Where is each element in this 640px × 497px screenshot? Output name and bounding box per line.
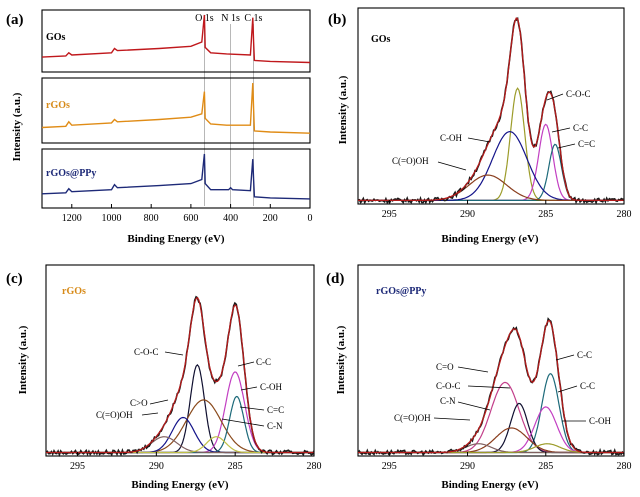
panel-c-label-c-n: C-N (267, 421, 283, 431)
panel-b-label-c-eq-c: C=C (578, 139, 595, 149)
panel-b-tick-label: 290 (460, 209, 475, 220)
panel-d-tick-label: 285 (538, 461, 553, 472)
panel-c-tick-label: 290 (149, 461, 164, 472)
panel-b-tick-label: 280 (617, 209, 632, 220)
panel-c-tick-label: 295 (70, 461, 85, 472)
panel-a-letter: (a) (6, 12, 24, 28)
panel-b-label-cooh: C(=O)OH (392, 156, 429, 166)
panel-a-tick-label: 800 (144, 213, 159, 224)
panel-b-ylabel: Intensity (a.u.) (337, 75, 349, 144)
panel-d-label-c-o-c: C-O-C (436, 381, 461, 391)
panel-b: (b) Intensity (a.u.) GOs 295 290 285 280 Bi… (328, 7, 632, 245)
panel-d-label-c-oh: C-OH (589, 416, 611, 426)
panel-b-component-curve (358, 174, 624, 201)
panel-b-frame (357, 7, 625, 205)
panel-a-label-gos: GOs (46, 32, 66, 43)
panel-a-series (41, 14, 311, 200)
panel-c-label-c-eq-c: C=C (267, 405, 284, 415)
panel-a-subframe-rgos-ppy (41, 148, 311, 209)
panel-b-label-c-o-c: C-O-C (566, 89, 591, 99)
panel-c-label-c-o-c: C-O-C (134, 347, 159, 357)
panel-a-ylabel: Intensity (a.u.) (11, 92, 23, 161)
panel-c-label-cooh: C(=O)OH (96, 410, 133, 420)
panel-c-title: rGOs (62, 286, 86, 297)
panel-a-tick-label: 0 (308, 213, 313, 224)
panel-a-tick-label: 200 (263, 213, 278, 224)
panel-b-tick-label: 295 (382, 209, 397, 220)
panel-c-label-c-gt-o: C>O (130, 398, 148, 408)
panel-d-label-cooh: C(=O)OH (394, 413, 431, 423)
panel-c-plot (45, 295, 315, 458)
panel-d-ylabel: Intensity (a.u.) (335, 325, 347, 394)
panel-a-subframe-gos (41, 9, 311, 73)
panel-b-label-c-oh: C-OH (440, 133, 462, 143)
panel-d-annotations: C=O C-C C-O-C C-C C-N C(=O)OH C-OH (394, 350, 611, 426)
panel-d-tick-label: 280 (617, 461, 632, 472)
panel-b-annotations: C-O-C C-C C=C C-OH C(=O)OH (392, 89, 595, 171)
panel-d-label-c-n: C-N (440, 396, 456, 406)
panel-d: (d) Intensity (a.u.) rGOs@PPy 295 290 285 2… (326, 264, 632, 491)
panel-c-xlabel: Binding Energy (eV) (131, 479, 229, 491)
panel-c-letter: (c) (6, 271, 23, 287)
panel-a-tick-label: 400 (223, 213, 238, 224)
panel-b-letter: (b) (328, 12, 346, 28)
panel-a-series-line (41, 82, 311, 134)
panel-d-label-c-eq-o: C=O (436, 362, 454, 372)
panel-b-tick-label: 285 (538, 209, 553, 220)
panel-c-x-ticks: 295 290 285 280 (70, 452, 322, 472)
panel-d-letter: (d) (326, 271, 344, 287)
panel-a-subframe-rgos (41, 77, 311, 144)
panel-d-label-c-c-1: C-C (577, 350, 592, 360)
panel-d-plot (357, 317, 625, 457)
panel-a-series-line (41, 14, 311, 64)
panel-a-peak-marker-label: N 1s (221, 13, 240, 24)
panel-b-envelope (358, 17, 624, 202)
panel-b-xlabel: Binding Energy (eV) (441, 233, 539, 245)
panel-d-tick-label: 290 (460, 461, 475, 472)
panel-a: (a) Intensity (a.u.) O 1s N 1s C 1s GOs rG… (6, 9, 313, 245)
panel-b-label-c-c: C-C (573, 123, 588, 133)
panel-d-component-curve (358, 427, 624, 454)
panel-c-annotations: C-O-C C-C C-OH C=C C>O C(=O)OH C-N (96, 347, 284, 431)
panel-c-tick-label: 280 (307, 461, 322, 472)
panel-c-label-c-oh: C-OH (260, 382, 282, 392)
panel-a-xlabel: Binding Energy (eV) (127, 233, 225, 245)
panel-d-x-ticks: 295 290 285 280 (382, 452, 632, 472)
panel-a-tick-label: 1200 (62, 213, 82, 224)
panel-c-tick-label: 285 (228, 461, 243, 472)
panel-c-frame (45, 264, 315, 457)
panel-a-tick-label: 1000 (101, 213, 121, 224)
panel-c-envelope (46, 296, 314, 454)
panel-b-title: GOs (371, 34, 391, 45)
panel-b-x-ticks: 295 290 285 280 (382, 200, 632, 220)
panel-d-frame (357, 264, 625, 457)
panel-b-component-curve (358, 143, 624, 201)
panel-a-label-rgos-ppy: rGOs@PPy (46, 168, 96, 179)
panel-b-plot (357, 16, 625, 205)
panel-a-tick-label: 600 (183, 213, 198, 224)
panel-d-label-c-c-2: C-C (580, 381, 595, 391)
panel-c-ylabel: Intensity (a.u.) (17, 325, 29, 394)
panel-a-label-rgos: rGOs (46, 100, 70, 111)
panel-c: (c) Intensity (a.u.) rGOs 295 290 285 280 B… (6, 264, 322, 491)
panel-d-envelope (358, 320, 624, 454)
panel-a-series-line (41, 153, 311, 200)
panel-a-x-ticks: 1200 1000 800 600 400 200 0 (62, 204, 313, 224)
panel-d-title: rGOs@PPy (376, 286, 426, 297)
panel-c-label-c-c: C-C (256, 357, 271, 367)
panel-d-tick-label: 295 (382, 461, 397, 472)
panel-d-xlabel: Binding Energy (eV) (441, 479, 539, 491)
